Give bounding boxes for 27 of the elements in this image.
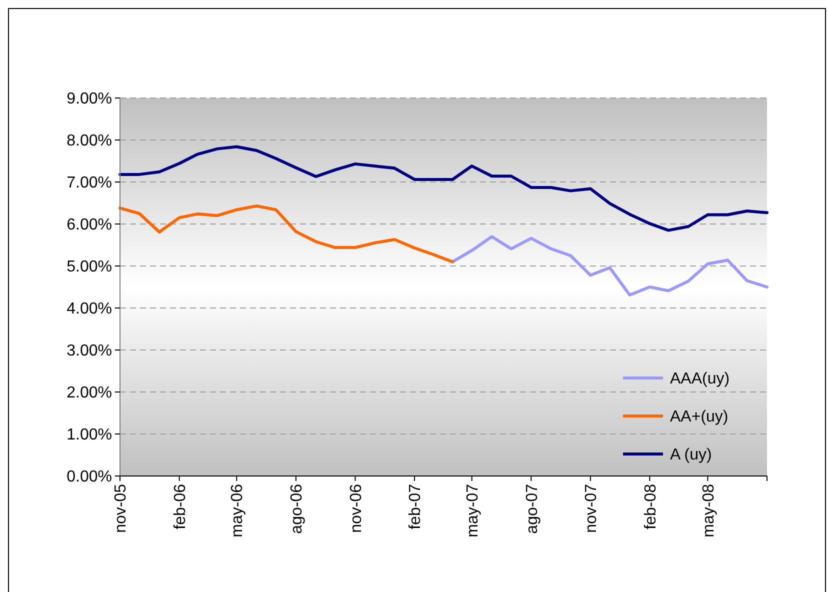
- x-tick-label: may-07: [464, 484, 482, 538]
- x-tick-label: nov-06: [348, 484, 365, 533]
- y-tick-label: 9.00%: [66, 90, 112, 108]
- x-tick-label: feb-08: [642, 484, 660, 530]
- x-tick-label: feb-07: [407, 484, 424, 530]
- x-tick-label: ago-06: [288, 484, 306, 534]
- y-tick-label: 8.00%: [66, 132, 112, 150]
- x-tick-label: nov-07: [583, 484, 600, 533]
- y-tick-label: 6.00%: [66, 216, 112, 234]
- y-tick-label: 4.00%: [66, 300, 112, 318]
- legend-label: A (uy): [670, 446, 712, 464]
- x-tick-label: nov-05: [112, 484, 130, 533]
- x-tick-label: may-08: [700, 484, 718, 538]
- x-tick-label: may-06: [229, 484, 246, 538]
- legend-label: AAA(uy): [670, 370, 730, 388]
- y-tick-label: 5.00%: [66, 258, 112, 276]
- y-tick-label: 3.00%: [66, 342, 112, 360]
- x-tick-label: feb-06: [172, 484, 189, 530]
- legend-label: AA+(uy): [670, 408, 728, 426]
- x-tick-label: ago-07: [524, 484, 541, 534]
- line-series: [118, 145, 768, 232]
- y-tick-label: 0.00%: [66, 468, 112, 486]
- y-tick-label: 7.00%: [66, 174, 112, 192]
- line-series: [451, 235, 768, 296]
- line-series: [118, 204, 454, 264]
- y-tick-label: 2.00%: [66, 384, 112, 402]
- y-tick-label: 1.00%: [66, 426, 112, 444]
